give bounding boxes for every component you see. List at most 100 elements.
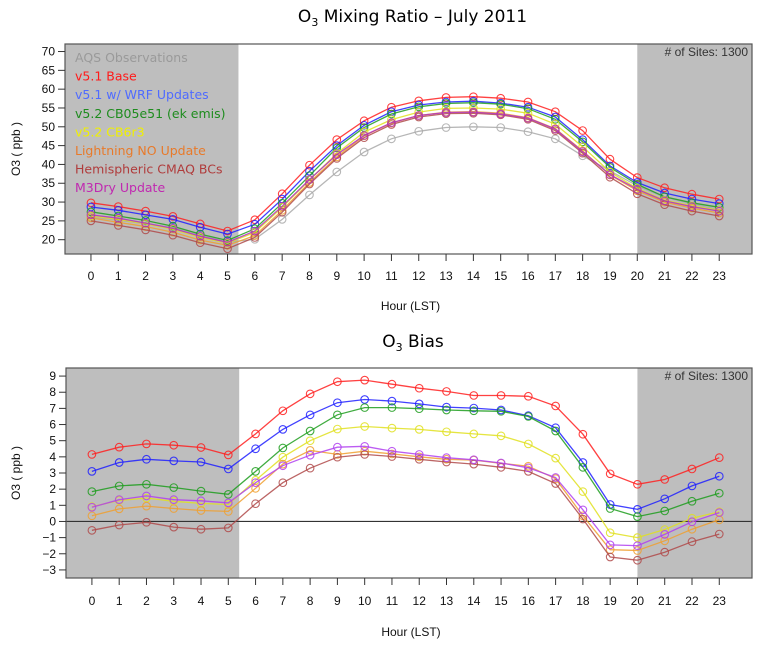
y-tick-label: 3: [49, 466, 56, 480]
data-point: [251, 467, 260, 476]
data-point: [605, 154, 615, 164]
data-point: [469, 455, 479, 465]
x-tick-label: 1: [116, 594, 123, 608]
x-tick-label: 21: [658, 269, 672, 283]
y-tick-label: 60: [42, 82, 56, 96]
data-point: [141, 218, 150, 228]
y-tick-label: 35: [42, 176, 56, 190]
shaded-region-1: [637, 44, 752, 254]
x-tick-label: 0: [89, 594, 96, 608]
chart-title: O3 Mixing Ratio – July 2011: [298, 7, 527, 29]
series-line: [91, 425, 720, 539]
data-point: [550, 134, 560, 144]
data-point: [714, 202, 724, 212]
x-tick-label: 12: [412, 269, 426, 283]
data-point: [250, 226, 260, 236]
data-point: [714, 508, 724, 517]
data-point: [359, 147, 369, 157]
x-tick-label: 23: [713, 269, 727, 283]
data-point: [632, 184, 642, 194]
y-tick-label: 4: [49, 450, 56, 464]
x-tick-label: 7: [279, 269, 286, 283]
data-point: [496, 109, 506, 119]
data-point: [250, 233, 260, 242]
y-tick-label: −3: [42, 563, 56, 577]
series-hemispheric-cmaq-bcs: [86, 108, 724, 254]
data-point: [551, 401, 560, 411]
series-line: [90, 100, 720, 235]
data-point: [141, 225, 150, 235]
data-point: [223, 450, 233, 460]
data-point: [633, 555, 642, 565]
x-tick-label: 21: [658, 594, 672, 608]
data-point: [305, 389, 315, 399]
x-tick-label: 20: [631, 594, 645, 608]
data-point: [414, 383, 424, 393]
data-point: [387, 403, 397, 412]
x-tick-label: 4: [197, 269, 204, 283]
data-point: [169, 456, 179, 466]
data-point: [660, 536, 670, 546]
data-point: [196, 443, 206, 452]
data-point: [332, 150, 342, 159]
data-point: [414, 102, 424, 112]
data-point: [496, 406, 506, 416]
sites-count-annotation: # of Sites: 1300: [665, 45, 749, 59]
y-tick-label: 8: [49, 385, 56, 399]
data-point: [196, 524, 206, 534]
data-point: [441, 123, 451, 132]
series-v5-2-cb05e51-ek-emis: [87, 403, 724, 521]
data-point: [496, 123, 506, 132]
shaded-region-1: [637, 368, 752, 578]
data-point: [660, 530, 670, 539]
series-m3dry-update: [86, 107, 724, 247]
data-point: [387, 423, 397, 433]
data-point: [251, 429, 260, 439]
data-point: [469, 406, 479, 416]
data-point: [551, 479, 560, 488]
legend-entry: M3Dry Update: [75, 180, 165, 195]
data-point: [223, 237, 232, 247]
series-line: [90, 112, 720, 250]
data-point: [196, 496, 206, 506]
data-point: [114, 504, 124, 514]
data-point: [333, 424, 342, 434]
data-point: [660, 525, 670, 534]
x-tick-label: 5: [225, 594, 232, 608]
data-point: [578, 514, 588, 524]
data-point: [469, 122, 478, 132]
x-tick-label: 11: [386, 594, 399, 608]
data-point: [168, 212, 178, 221]
data-point: [278, 461, 288, 471]
data-point: [277, 189, 287, 199]
series-line: [90, 111, 720, 243]
data-point: [223, 244, 232, 254]
x-tick-label: 4: [198, 594, 205, 608]
data-point: [442, 453, 451, 463]
y-tick-label: 7: [49, 401, 56, 415]
x-tick-label: 19: [603, 594, 617, 608]
legend-entry: v5.2 CB05e51 (ek emis): [75, 106, 226, 121]
data-point: [142, 501, 151, 511]
data-point: [142, 517, 151, 527]
data-point: [442, 387, 451, 396]
data-point: [578, 505, 588, 515]
data-point: [114, 442, 124, 452]
data-point: [278, 406, 288, 416]
data-point: [223, 489, 233, 499]
data-point: [550, 114, 560, 124]
data-point: [359, 131, 369, 140]
data-point: [251, 478, 260, 488]
data-point: [114, 495, 124, 505]
data-point: [414, 404, 424, 414]
mixing-ratio-chart: O3 Mixing Ratio – July 20112025303540455…: [9, 7, 753, 313]
data-point: [550, 124, 560, 134]
data-point: [660, 494, 670, 504]
data-point: [169, 440, 179, 450]
data-point: [687, 496, 697, 506]
data-point: [332, 135, 342, 144]
data-point: [305, 450, 315, 460]
x-axis-label: Hour (LST): [381, 299, 440, 313]
data-point: [578, 429, 588, 439]
x-tick-label: 10: [357, 269, 371, 283]
